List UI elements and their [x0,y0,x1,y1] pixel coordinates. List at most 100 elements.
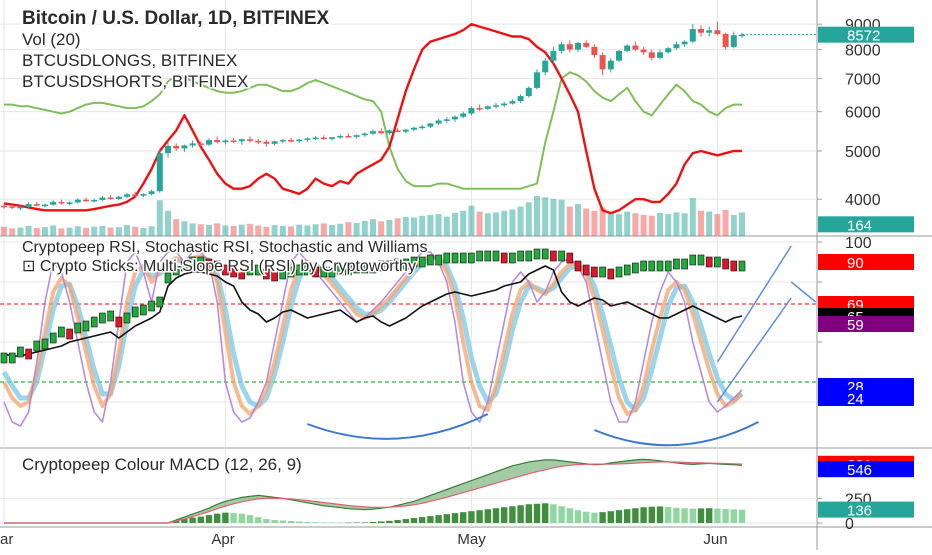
volume-bar [50,225,57,236]
candle-body [124,194,130,197]
crypto-stick-block [500,252,508,264]
macd-histogram-bar [640,507,647,523]
volume-bar [124,225,130,236]
rsi-value-badge-label: 90 [847,255,864,272]
macd-signal-line [4,461,743,524]
candle-body [706,30,713,33]
crypto-stick-block [189,256,196,268]
crypto-stick-block [476,250,483,262]
macd-histogram-bar [246,515,254,523]
candle-body [632,45,639,50]
macd-histogram-bar [468,511,475,523]
macd-histogram-bar [410,518,418,523]
price-tick-label: 8000 [845,43,881,60]
crypto-stick-block [25,348,32,360]
crypto-stick-block [131,306,139,318]
candle-body [517,96,524,102]
macd-histogram-bar [271,520,278,523]
macd-histogram-bar [583,511,590,523]
price-tick-label: 5000 [845,144,881,161]
macd-histogram-bar [673,507,680,523]
candle-body [58,201,65,204]
candle-body [534,72,540,88]
volume-bar [197,224,204,236]
macd-histogram-bar [656,506,664,523]
volume-bar [148,226,155,236]
volume-bar [271,225,278,236]
price-value-badge [818,26,914,43]
macd-histogram-bar [353,522,360,524]
crypto-stick-block [582,264,590,276]
candle-body [739,34,745,37]
macd-histogram-bar [451,513,459,523]
macd-histogram-bar [312,522,319,523]
rsi-value-badge-label: 59 [847,317,864,334]
price-value-badge-label: 8572 [847,28,880,45]
candle-body [370,131,376,134]
crypto-stick-block [115,316,123,328]
volume-bar [402,217,409,236]
candle-body [296,139,303,142]
candle-body [468,108,475,114]
macd-histogram-bar [435,515,442,523]
price-legend-text: Bitcoin / U.S. Dollar, 1D, BITFINEX [22,8,330,29]
volume-bar [411,217,417,236]
volume-bar [17,227,24,236]
crypto-stick-block [410,256,418,268]
crypto-stick-block [0,352,8,364]
macd-tick-label: 0 [845,516,854,533]
volume-bar [361,220,368,236]
volume-bar [501,210,508,236]
candle-body [17,206,24,209]
crypto-stick-block [402,258,410,270]
crypto-stick-block [468,252,475,264]
macd-histogram-bar [287,521,295,523]
candle-body [271,141,278,144]
macd-histogram-bar [574,510,582,523]
candle-body [42,204,48,207]
price-tick-label: 4000 [845,192,881,209]
crypto-stick-block [509,252,516,264]
macd-histogram-bar [337,522,344,524]
macd-histogram-bar [255,517,262,523]
volume-bar [739,212,745,236]
volume-bar [558,199,565,236]
volume-bar [288,226,294,236]
crypto-stick-block [99,312,106,324]
macd-histogram-bar [706,508,713,523]
macd-histogram-bar [542,503,549,523]
crypto-stick-block [238,268,246,280]
candle-body [394,130,401,132]
rsi-value-badge-label: 24 [847,391,864,408]
crypto-stick-block [632,262,639,274]
candle-body [435,120,442,124]
volume-bar [337,223,344,236]
macd-histogram-bar [386,520,393,523]
candle-body [599,55,606,70]
crypto-stick-block [353,262,360,274]
crypto-stick-block [33,340,41,352]
volume-bar [74,226,81,236]
volume-bar [550,198,557,236]
candle-body [1,205,7,208]
crypto-stick-block [345,264,352,276]
volume-bar [583,208,590,236]
macd-value-badge-label: 136 [847,503,872,520]
volume-bar [156,200,163,236]
candle-body [566,44,573,50]
crypto-stick-block [664,260,672,272]
volume-bar [320,223,327,236]
macd-histogram-bar [181,519,188,523]
macd-histogram-bar [263,519,270,523]
candle-body [624,45,631,51]
projection-arrow-line [716,297,792,403]
crypto-stick-block [673,258,680,270]
crypto-stick-block [271,270,278,282]
macd-histogram-bar [189,517,196,523]
volume-bar [624,211,631,236]
crypto-stick-block [156,296,164,308]
macd-histogram-bar [517,505,524,523]
volume-bar [329,225,335,236]
